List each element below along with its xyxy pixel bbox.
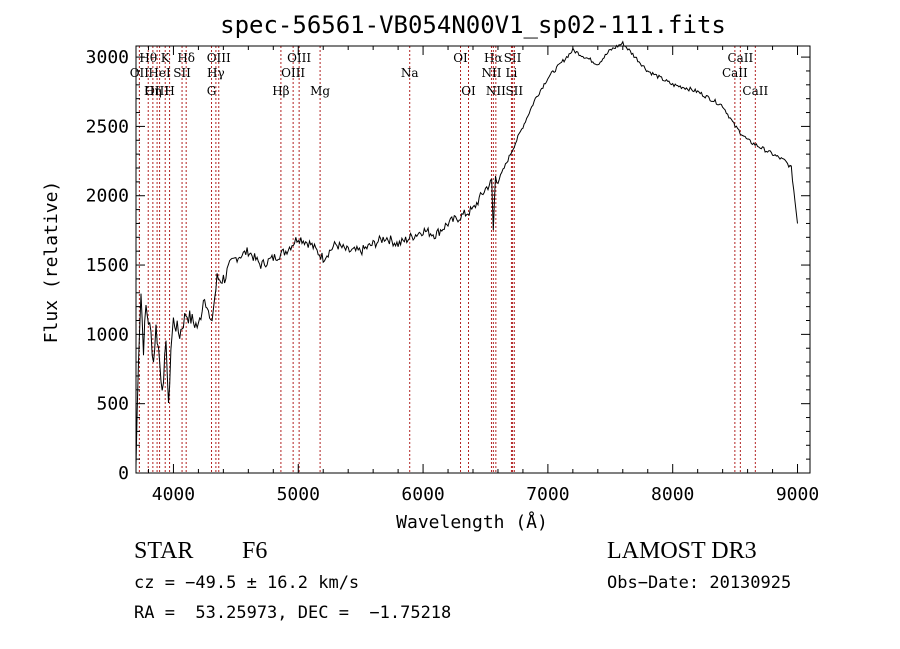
chart-title: spec-56561-VB054N00V1_sp02-111.fits (220, 11, 726, 39)
y-tick-label: 0 (118, 463, 129, 484)
x-tick-label: 5000 (277, 484, 320, 505)
line-marker-label: NII (486, 84, 506, 98)
line-marker-label: CaII (742, 84, 768, 98)
x-tick-label: 7000 (526, 484, 569, 505)
line-marker-label: NII (481, 66, 501, 80)
line-marker-label: OIII (207, 51, 231, 65)
line-marker-label: Hβ (272, 84, 289, 98)
redshift-velocity: cz = −49.5 ± 16.2 km/s (134, 573, 360, 593)
line-marker-label: Hη (144, 84, 162, 98)
y-tick-label: 500 (96, 394, 129, 415)
line-marker-label: OII (130, 66, 150, 80)
y-axis: 0 500 1000 1500 2000 2500 3000 (86, 47, 810, 484)
x-tick-label: 6000 (401, 484, 444, 505)
x-tick-label: 4000 (152, 484, 195, 505)
survey-label: LAMOST DR3 (607, 538, 757, 564)
line-marker-label: CaII (727, 51, 753, 65)
class-label: STAR (134, 538, 194, 564)
line-marker-label: SII (173, 66, 191, 80)
y-tick-label: 2000 (86, 186, 129, 207)
y-tick-label: 1000 (86, 324, 129, 345)
line-marker-label: Hθ (139, 51, 157, 65)
y-tick-label: 3000 (86, 47, 129, 68)
x-axis: 4000 5000 6000 7000 8000 9000 (147, 46, 819, 505)
line-marker-label: H (164, 84, 174, 98)
x-tick-label: 8000 (651, 484, 694, 505)
line-marker-label: K (161, 51, 171, 65)
line-marker-label: OI (453, 51, 468, 65)
line-marker-label: Li (506, 66, 518, 80)
line-marker-label: SII (504, 51, 522, 65)
y-axis-label: Flux (relative) (41, 181, 62, 344)
line-marker-label: HeI (148, 66, 171, 80)
x-axis-label: Wavelength (Å) (396, 511, 548, 533)
line-marker-label: Hα (484, 51, 503, 65)
line-marker-label: OIII (287, 51, 311, 65)
line-marker-label: Mg (310, 84, 330, 98)
line-marker-label: Hδ (177, 51, 195, 65)
line-marker-label: CaII (722, 66, 748, 80)
line-marker-label: G (207, 84, 217, 98)
line-marker-label: Na (401, 66, 419, 80)
subclass-label: F6 (242, 538, 268, 564)
line-marker-label: OIII (145, 84, 169, 98)
line-marker-label: OIII (281, 66, 305, 80)
y-tick-label: 2500 (86, 116, 129, 137)
line-marker-label: SII (505, 84, 523, 98)
series-layer (135, 40, 798, 467)
line-marker-label: OI (461, 84, 476, 98)
observation-date: Obs−Date: 20130925 (607, 573, 792, 593)
spectrum-flux-line (135, 40, 798, 467)
y-tick-label: 1500 (86, 255, 129, 276)
x-tick-label: 9000 (776, 484, 819, 505)
ra-dec-coordinates: RA = 53.25973, DEC = −1.75218 (134, 603, 452, 623)
plot-frame (135, 45, 811, 474)
line-marker-label: Hγ (207, 66, 225, 80)
